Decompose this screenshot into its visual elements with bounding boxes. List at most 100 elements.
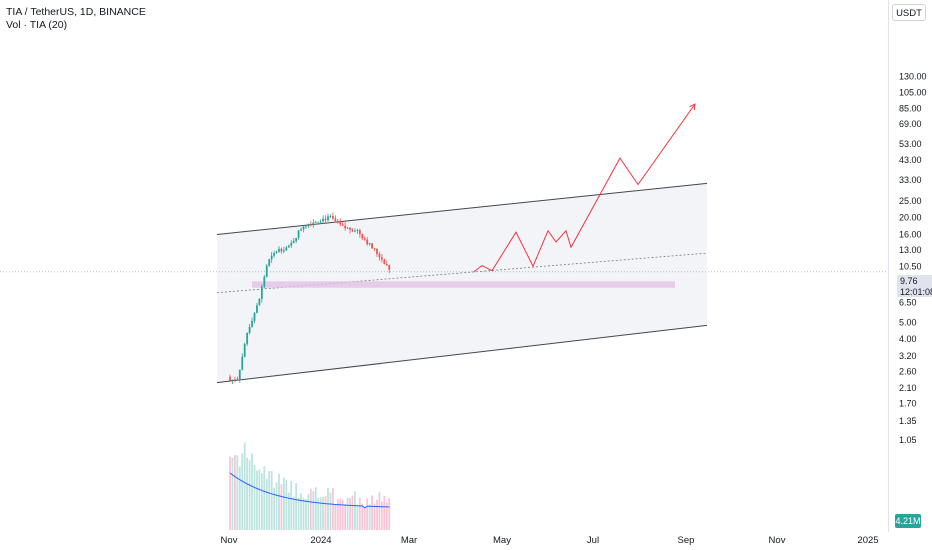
projection-path — [473, 103, 696, 273]
candle-body — [383, 259, 386, 264]
volume-bar — [376, 499, 378, 530]
currency-button[interactable]: USDT — [892, 4, 926, 21]
candle-body — [336, 220, 339, 222]
price-tick-label: 1.05 — [899, 435, 917, 445]
volume-bar — [336, 499, 339, 530]
volume-bar — [231, 457, 234, 530]
volume-bar — [327, 487, 329, 530]
candle-body — [231, 379, 234, 381]
candle-body — [356, 230, 359, 231]
volume-bar — [388, 497, 391, 530]
candlesticks — [229, 212, 391, 384]
candle-body — [376, 249, 378, 255]
volume-bar — [302, 497, 305, 530]
volume-bar — [349, 498, 351, 530]
candle-body — [381, 257, 383, 260]
candle-body — [287, 245, 290, 248]
volume-bar — [334, 504, 337, 530]
candle-body — [341, 224, 344, 226]
price-tick-label: 6.50 — [899, 297, 917, 307]
volume-bar — [258, 469, 261, 530]
volume-bar — [260, 473, 263, 530]
volume-bar — [290, 480, 293, 530]
demand-zone-rect — [252, 281, 675, 288]
time-axis[interactable]: Nov 2024 Mar May Jul Sep Nov 2025 — [221, 535, 879, 546]
volume-bar — [329, 492, 332, 530]
time-tick-label: Nov — [221, 535, 238, 546]
candle-body — [378, 254, 381, 258]
candle-body — [324, 218, 327, 221]
time-tick-label: Nov — [769, 535, 786, 546]
candle-body — [302, 226, 305, 230]
volume-bar — [378, 491, 381, 530]
candle-body — [258, 298, 261, 306]
candle-body — [346, 227, 349, 229]
candle-body — [290, 242, 293, 246]
candle-body — [263, 276, 266, 287]
volume-bar — [317, 498, 320, 530]
candle-body — [319, 221, 322, 223]
volume-bar — [243, 442, 246, 530]
volume-bar — [351, 495, 354, 530]
candle-body — [344, 225, 347, 229]
volume-bar — [236, 455, 239, 530]
volume-ma-line — [229, 472, 390, 509]
volume-bar — [346, 497, 349, 530]
candle-body — [351, 229, 354, 232]
price-tick-label: 1.70 — [899, 399, 917, 409]
last-price-value: 9.76 — [900, 276, 918, 286]
demand-zone — [0, 271, 888, 288]
candle-body — [363, 238, 366, 240]
volume-bar — [292, 496, 295, 530]
volume-bar — [371, 495, 373, 530]
candle-body — [388, 265, 391, 270]
last-price-tag: 9.76 12:01:08 — [897, 275, 932, 297]
candle-body — [243, 343, 246, 357]
price-tick-label: 33.00 — [899, 175, 922, 185]
volume-bar — [363, 507, 366, 530]
candle-body — [253, 312, 256, 321]
volume-bar — [368, 504, 371, 530]
volume-bar — [324, 495, 327, 530]
candle-body — [285, 247, 288, 251]
volume-bar — [285, 480, 288, 530]
volume-bar — [275, 482, 278, 530]
volume-bar — [287, 492, 290, 530]
candle-body — [256, 305, 258, 313]
volume-bar — [295, 483, 298, 530]
price-tick-label: 43.00 — [899, 155, 922, 165]
volume-bar — [241, 453, 244, 530]
candle-body — [292, 241, 295, 243]
candle-body — [236, 379, 239, 380]
volume-bar — [246, 457, 249, 530]
price-tick-label: 2.60 — [899, 367, 917, 377]
volume-bar — [339, 498, 342, 530]
volume-bar — [322, 496, 324, 530]
projection-arrowhead — [689, 103, 696, 111]
price-tick-label: 69.00 — [899, 119, 922, 129]
price-tick-label: 105.00 — [899, 87, 927, 97]
volume-bar — [356, 504, 359, 530]
volume-bar — [273, 487, 275, 530]
time-tick-label: Mar — [401, 535, 417, 546]
channel-lower-line — [216, 324, 708, 384]
candle-body — [273, 252, 275, 256]
candle-body — [248, 326, 251, 334]
volume-bar — [234, 455, 236, 530]
price-tick-label: 130.00 — [899, 71, 927, 81]
volume-bar — [248, 460, 251, 530]
candle-body — [361, 234, 364, 239]
price-tick-label: 85.00 — [899, 103, 922, 113]
candle-body — [334, 218, 337, 221]
volume-bar — [319, 497, 322, 530]
time-tick-label: Sep — [678, 535, 695, 546]
volume-bar — [309, 488, 312, 530]
price-axis[interactable]: 130.00 105.00 85.00 69.00 53.00 43.00 33.00 25.… — [899, 71, 927, 445]
price-axis-separator — [888, 0, 889, 532]
candle-body — [371, 243, 373, 249]
volume-indicator-label: Vol · TIA (20) — [6, 19, 68, 31]
price-tick-label: 53.00 — [899, 139, 922, 149]
price-tick-label: 16.00 — [899, 229, 922, 239]
volume-bar — [238, 466, 241, 530]
